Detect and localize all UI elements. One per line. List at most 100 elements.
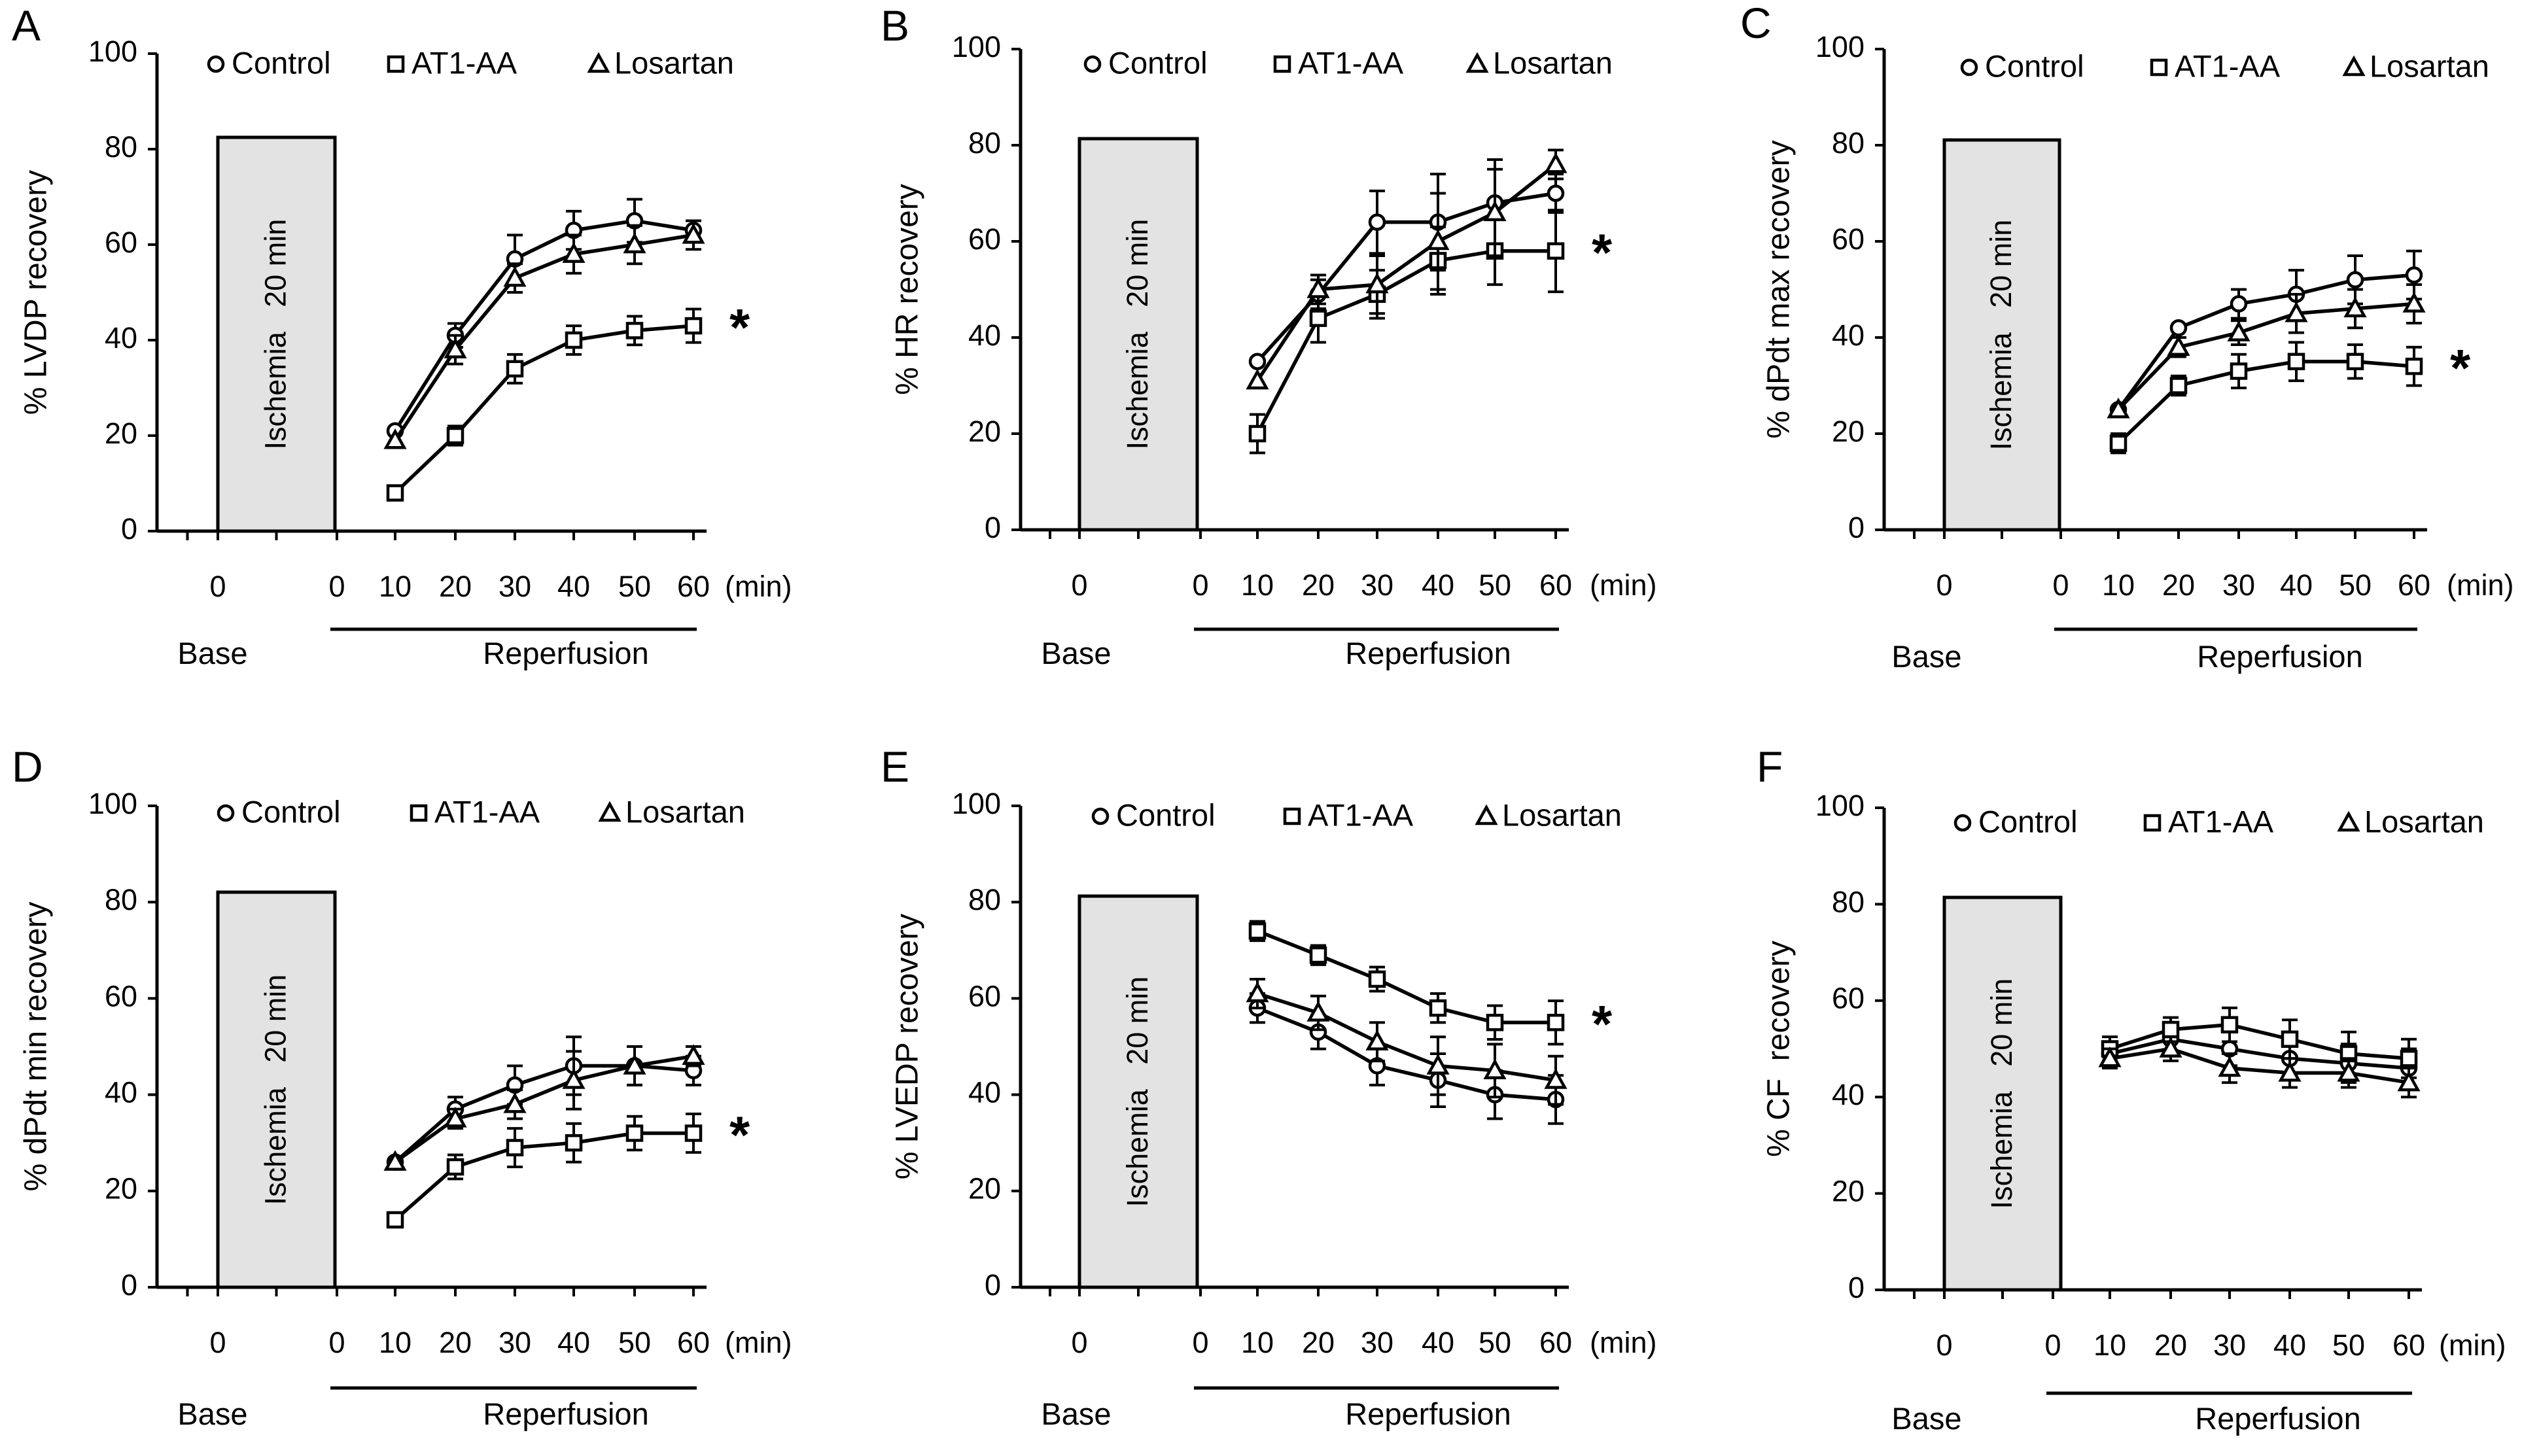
x-tick-label: 30: [2213, 1328, 2246, 1362]
legend-entry-at1-aa: AT1-AA: [1283, 797, 1414, 832]
x-tick-label: 60: [1539, 568, 1572, 602]
series-control: [386, 198, 703, 440]
data-point-triangle: [1426, 229, 1450, 251]
legend-entry-control: Control: [1091, 797, 1216, 832]
x-tick-label: 60: [1539, 1326, 1572, 1359]
panel-C: C % dPdt max recovery 0 20 40 60 80 100 0 0 10 20 30…: [1740, 0, 2513, 674]
x-tick-label: 20: [1302, 568, 1335, 602]
x-tick-label: 10: [379, 1326, 412, 1359]
data-point-triangle: [623, 232, 646, 254]
reperfusion-label: Reperfusion: [2197, 639, 2362, 674]
legend-entry-control: Control: [217, 794, 341, 829]
legend-label: Losartan: [2370, 48, 2489, 83]
y-tick-label: 0: [121, 1268, 137, 1302]
y-tick-label: 40: [105, 1075, 137, 1109]
series-line: [2109, 1047, 2409, 1084]
data-point-square: [625, 1124, 644, 1142]
y-axis-title: % LVDP recovery: [19, 170, 54, 415]
legend-entry-losartan: Losartan: [2337, 804, 2484, 839]
base-label: Base: [177, 636, 247, 670]
series-line: [2109, 1037, 2409, 1070]
y-tick-label: 40: [968, 319, 1001, 352]
data-point-triangle: [1426, 1054, 1450, 1075]
y-tick-label: 0: [1848, 1271, 1865, 1304]
y-axis-title: % dPdt max recovery: [1762, 140, 1796, 438]
x-unit-label: (min): [1590, 568, 1656, 602]
y-tick-label: 40: [968, 1075, 1001, 1109]
data-point-triangle: [1246, 981, 1269, 1003]
data-point-square: [1368, 970, 1386, 988]
legend-label: Control: [232, 45, 331, 80]
data-point-triangle: [2107, 397, 2130, 419]
x-tick-label: 40: [1422, 568, 1454, 602]
series-losartan: [383, 1044, 705, 1171]
series-line: [1256, 1006, 1556, 1101]
data-point-circle: [1368, 213, 1386, 231]
ischemia-box: [216, 135, 337, 533]
x-tick-label: 60: [677, 570, 710, 603]
legend-entry-control: Control: [1953, 804, 2078, 839]
panel-letter: B: [881, 1, 909, 50]
ischemia-label: Ischemia 20 min: [259, 219, 292, 450]
ischemia-label: Ischemia 20 min: [259, 975, 292, 1205]
data-point-square: [2109, 434, 2128, 452]
x-tick-label: 0: [1936, 1328, 1952, 1362]
ischemia-label: Ischemia 20 min: [1985, 979, 2018, 1209]
data-point-square: [446, 426, 464, 445]
data-point-square: [1547, 1013, 1565, 1031]
significance-star: *: [1592, 995, 1613, 1053]
data-point-triangle: [1306, 277, 1330, 298]
data-point-triangle: [2227, 321, 2251, 341]
series-at1-aa: [386, 307, 703, 502]
legend-label: Losartan: [614, 45, 734, 80]
y-tick-label: 60: [105, 979, 137, 1013]
series-line: [2109, 1022, 2409, 1060]
x-tick-label: 0: [1071, 1326, 1087, 1359]
x-tick-label: 20: [2154, 1328, 2187, 1362]
ischemia-label: Ischemia 20 min: [1121, 219, 1154, 450]
data-point-triangle: [562, 242, 586, 263]
y-tick-label: 40: [1832, 1078, 1865, 1111]
legend-label: AT1-AA: [2175, 48, 2281, 83]
x-tick-label: 40: [557, 570, 590, 603]
base-label: Base: [1041, 1396, 1111, 1431]
y-tick-label: 0: [985, 511, 1001, 544]
legend-marker-circle: [1960, 58, 1978, 77]
legend-entry-at1-aa: AT1-AA: [387, 45, 517, 80]
x-tick-label: 0: [328, 570, 345, 603]
ischemia-label: Ischemia 20 min: [1121, 977, 1154, 1207]
legend-entry-losartan: Losartan: [1475, 797, 1622, 832]
series-line: [2117, 302, 2415, 411]
y-tick-label: 100: [952, 787, 1001, 820]
x-unit-label: (min): [2439, 1328, 2506, 1362]
data-point-circle: [2405, 266, 2423, 284]
x-tick-label: 0: [1936, 568, 1952, 602]
y-axis-title: % HR recovery: [890, 184, 925, 395]
x-tick-label: 10: [1241, 1326, 1274, 1359]
y-tick-label: 100: [1815, 30, 1865, 63]
x-tick-label: 0: [209, 1326, 226, 1359]
x-tick-label: 20: [439, 570, 472, 603]
data-point-square: [565, 331, 583, 349]
x-tick-label: 30: [499, 1326, 531, 1359]
x-tick-label: 0: [209, 570, 226, 603]
y-tick-label: 20: [105, 417, 137, 450]
x-unit-label: (min): [2447, 568, 2513, 602]
y-tick-label: 0: [1848, 511, 1865, 544]
series-line: [394, 1131, 693, 1222]
ischemia-box: [1942, 138, 2061, 532]
data-point-triangle: [1246, 368, 1269, 390]
x-tick-label: 60: [677, 1326, 710, 1359]
data-point-square: [2169, 377, 2188, 394]
y-axis-title: % CF recovery: [1762, 941, 1796, 1157]
x-tick-label: 50: [1479, 1326, 1511, 1359]
data-point-triangle: [444, 338, 467, 358]
data-point-circle: [2346, 271, 2364, 289]
data-point-circle: [2230, 295, 2248, 313]
legend-label: Losartan: [625, 794, 745, 829]
panel-letter: A: [12, 1, 41, 50]
y-tick-label: 80: [1832, 126, 1865, 160]
y-tick-label: 80: [968, 883, 1001, 916]
y-tick-label: 60: [1832, 982, 1865, 1015]
